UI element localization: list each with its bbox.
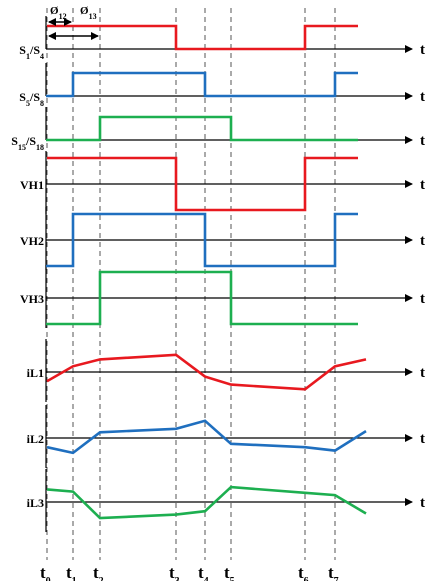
waveforms — [46, 24, 367, 520]
vh3-axis-t-label: t — [420, 291, 425, 307]
vh1-label: VH1 — [20, 178, 44, 192]
s1s4-label: S1/S4 — [19, 43, 44, 61]
time-marker-label-3: t3 — [169, 563, 180, 581]
time-marker-label-5: t5 — [224, 563, 235, 581]
vh2-label: VH2 — [20, 234, 44, 248]
il2-label: iL2 — [27, 432, 44, 446]
time-marker-label-2: t2 — [93, 563, 104, 581]
s1s4-waveform — [47, 24, 358, 51]
time-marker-label-4: t4 — [198, 563, 209, 581]
time-marker-label-7: t7 — [328, 563, 339, 581]
time-marker-labels: t0 t1 t2 t3 t4 t5 t6 t7 — [40, 563, 339, 581]
row-labels: t S1/S4 t S5/S8 t S15/S18 t VH1 t VH2 t VH3 t iL1 t iL2… — [11, 42, 425, 511]
time-marker-guides — [46, 8, 336, 560]
s5s8-waveform — [46, 71, 358, 98]
s15s18-axis-t-label: t — [420, 133, 425, 149]
il2-axis-t-label: t — [420, 431, 425, 447]
vh1-waveform — [47, 156, 358, 212]
time-marker-label-1: t1 — [66, 563, 77, 581]
il3-label: iL3 — [27, 496, 44, 510]
vh2-waveform — [46, 212, 358, 268]
il2-waveform — [46, 419, 367, 455]
s5s8-label: S5/S8 — [19, 90, 44, 108]
vh3-waveform — [46, 270, 358, 326]
vh3-label: VH3 — [20, 292, 44, 306]
s1s4-axis-t-label: t — [420, 42, 425, 58]
il3-axis-t-label: t — [420, 495, 425, 511]
time-marker-label-6: t6 — [298, 563, 309, 581]
s15s18-waveform — [46, 115, 358, 142]
il1-label: iL1 — [27, 366, 44, 380]
time-marker-label-0: t0 — [40, 563, 51, 581]
il1-axis-t-label: t — [420, 365, 425, 381]
s5s8-axis-t-label: t — [420, 89, 425, 105]
vh2-axis-t-label: t — [420, 233, 425, 249]
vh1-axis-t-label: t — [420, 177, 425, 193]
il1-waveform — [46, 353, 367, 391]
il3-waveform — [46, 485, 367, 520]
phase-12-label: Ø12 — [50, 5, 67, 21]
s15s18-label: S15/S18 — [11, 134, 44, 152]
phase-shift-annotations: Ø12 Ø13 — [48, 5, 99, 40]
phase-13-label: Ø13 — [80, 5, 97, 21]
